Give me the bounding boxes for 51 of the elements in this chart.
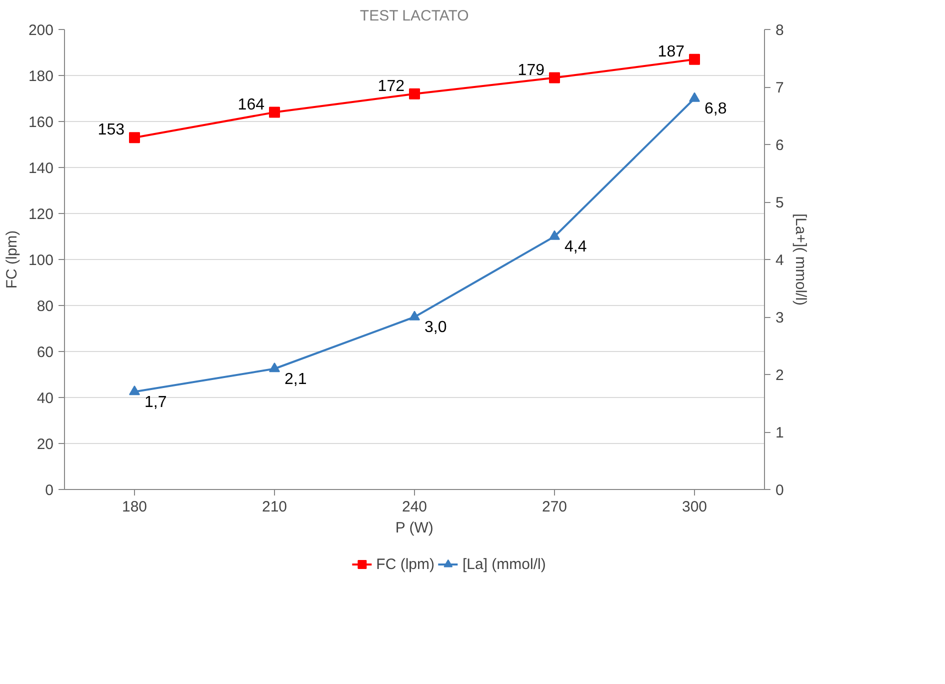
point xyxy=(129,132,140,144)
y-tick-label: 20 xyxy=(36,436,54,453)
y-tick-label: 100 xyxy=(28,252,54,269)
data-label: 4,4 xyxy=(564,238,587,256)
point xyxy=(269,362,280,372)
y-tick-label: 140 xyxy=(28,160,54,177)
x-tick-label: 300 xyxy=(682,498,708,516)
point xyxy=(549,230,560,240)
data-label: 3,0 xyxy=(424,319,447,336)
data-label: 153 xyxy=(98,122,125,139)
data-label: 1,7 xyxy=(144,394,167,411)
y-tick-label: 180 xyxy=(28,68,54,85)
x-tick-label: 270 xyxy=(542,498,568,516)
data-label: 2,1 xyxy=(284,370,307,388)
legend-label: [La] (mmol/l) xyxy=(462,556,546,572)
y-tick-label: 80 xyxy=(36,298,54,315)
data-label: 172 xyxy=(378,78,405,95)
x-tick-label: 180 xyxy=(122,498,148,516)
y2-axis-title: [La+]( mmol/l) xyxy=(792,213,809,306)
y2-tick-label: 2 xyxy=(776,367,784,384)
point xyxy=(409,88,420,100)
y-tick-label: 120 xyxy=(28,206,54,223)
y-tick-label: 0 xyxy=(45,482,54,499)
data-label: 179 xyxy=(518,62,545,79)
y2-tick-label: 5 xyxy=(776,194,784,212)
y-tick-label: 200 xyxy=(28,22,54,39)
y2-tick-label: 7 xyxy=(776,80,784,96)
data-label: 164 xyxy=(238,96,265,114)
point xyxy=(549,72,560,84)
legend-label: FC (lpm) xyxy=(376,556,434,572)
point xyxy=(689,54,700,65)
y2-tick-label: 4 xyxy=(776,252,784,269)
chart-title: TEST LACTATO xyxy=(360,8,469,24)
point xyxy=(689,92,700,102)
data-label: 187 xyxy=(658,43,685,60)
y-tick-label: 40 xyxy=(36,390,54,407)
data-label: 6,8 xyxy=(704,100,727,118)
y-tick-label: 160 xyxy=(28,114,54,131)
y-axis-title: FC (lpm) xyxy=(3,230,20,289)
point xyxy=(129,385,140,396)
x-axis-title: P (W) xyxy=(395,520,434,536)
y2-tick-label: 6 xyxy=(776,137,784,154)
y2-tick-label: 3 xyxy=(776,310,784,326)
y2-tick-label: 8 xyxy=(776,22,784,39)
y2-tick-label: 0 xyxy=(776,482,784,499)
x-tick-label: 210 xyxy=(262,498,288,516)
y2-tick-label: 1 xyxy=(776,424,784,442)
point xyxy=(409,310,420,320)
y-tick-label: 60 xyxy=(36,344,54,361)
point xyxy=(269,106,280,118)
x-tick-label: 240 xyxy=(402,498,428,516)
